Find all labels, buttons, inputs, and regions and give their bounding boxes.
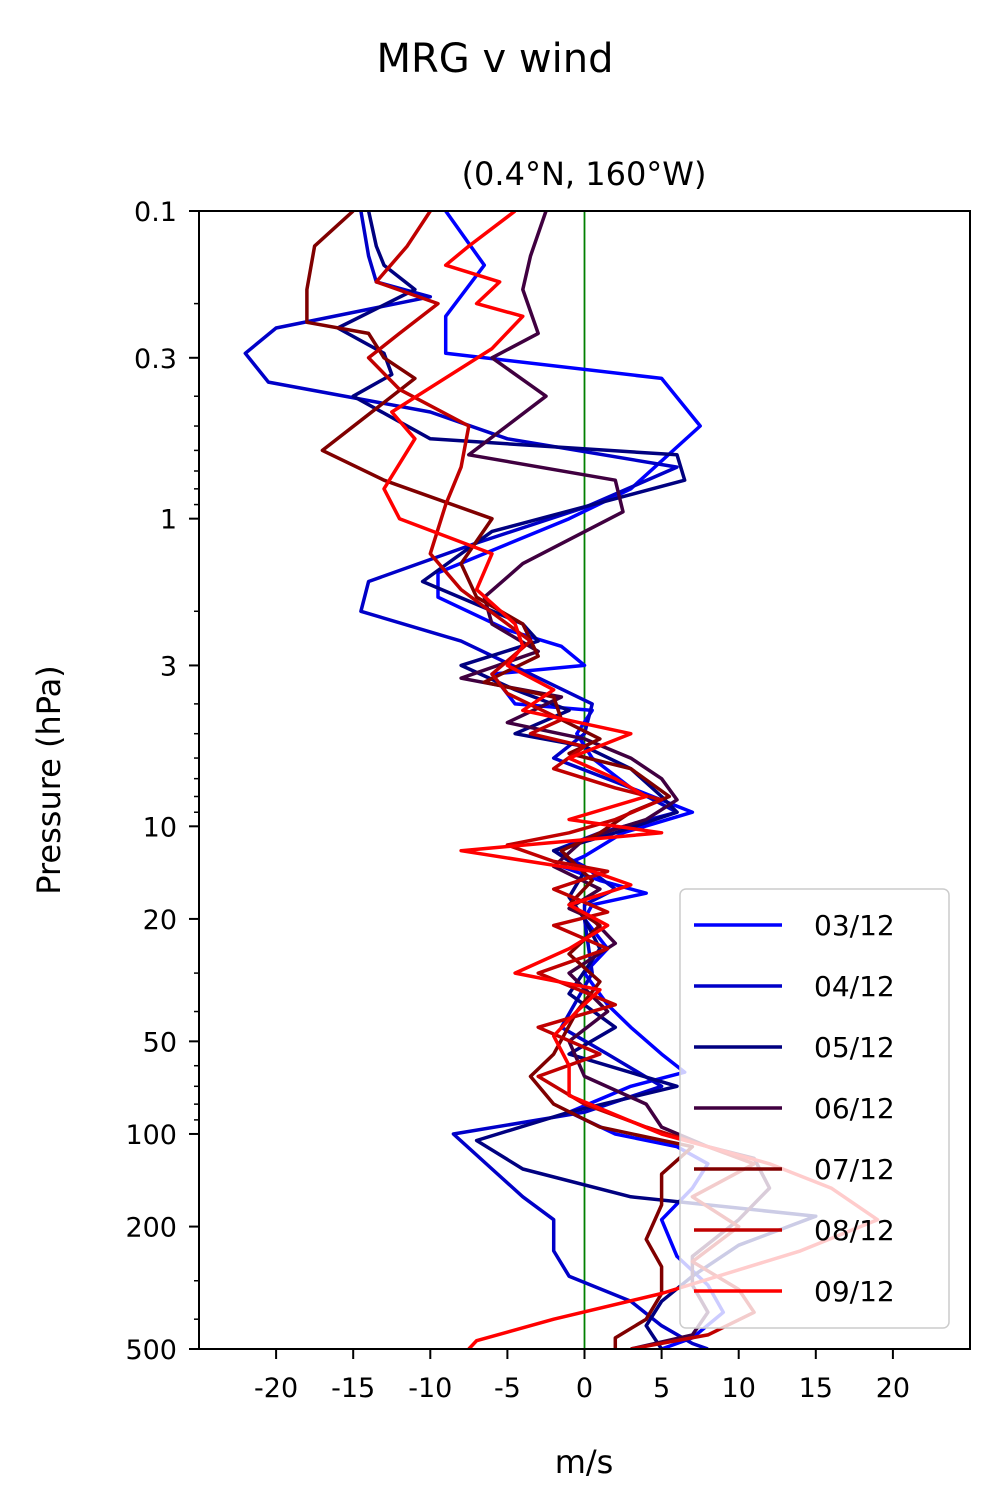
legend-label: 07/12 — [814, 1153, 895, 1186]
legend-label: 06/12 — [814, 1092, 895, 1125]
y-tick-label: 500 — [125, 1335, 177, 1366]
y-tick-label: 20 — [143, 905, 177, 936]
y-tick-label: 100 — [125, 1120, 177, 1151]
x-tick-label: -15 — [331, 1373, 375, 1404]
legend-box — [679, 888, 950, 1329]
series-line — [336, 211, 818, 1349]
legend-label: 05/12 — [814, 1031, 895, 1064]
x-tick-label: 0 — [576, 1373, 593, 1404]
y-axis-label: Pressure (hPa) — [30, 665, 68, 895]
y-tick-label: 0.3 — [134, 344, 177, 375]
y-tick-label: 200 — [125, 1213, 177, 1244]
chart-title: MRG v wind — [377, 36, 614, 82]
x-tick-label: -20 — [254, 1373, 298, 1404]
legend: 03/12 04/12 05/12 06/12 07/12 08/12 09/12 — [679, 888, 950, 1329]
x-axis-label: m/s — [555, 1443, 614, 1481]
x-tick-label: -10 — [408, 1373, 452, 1404]
series-line — [305, 211, 695, 1349]
ticks-layer: -20 -15 -10 -5 0 5 10 15 20 0.1 0.3 1 3 10 20 50 100 200 5… — [125, 197, 910, 1404]
x-tick-label: -5 — [494, 1373, 521, 1404]
x-tick-label: 10 — [722, 1373, 756, 1404]
legend-label: 03/12 — [814, 909, 895, 942]
x-tick-label: 15 — [799, 1373, 833, 1404]
y-tick-label: 3 — [160, 651, 177, 682]
legend-label: 04/12 — [814, 970, 895, 1003]
series-line — [243, 211, 709, 1349]
legend-label: 08/12 — [814, 1214, 895, 1247]
y-tick-label: 10 — [143, 812, 177, 843]
x-tick-label: 20 — [876, 1373, 910, 1404]
y-tick-label: 0.1 — [134, 197, 177, 228]
plot-frame — [198, 210, 971, 1350]
chart-subtitle: (0.4°N, 160°W) — [462, 155, 707, 193]
x-tick-label: 5 — [653, 1373, 670, 1404]
y-tick-label: 1 — [160, 505, 177, 536]
y-tick-label: 50 — [143, 1027, 177, 1058]
legend-label: 09/12 — [814, 1275, 895, 1308]
